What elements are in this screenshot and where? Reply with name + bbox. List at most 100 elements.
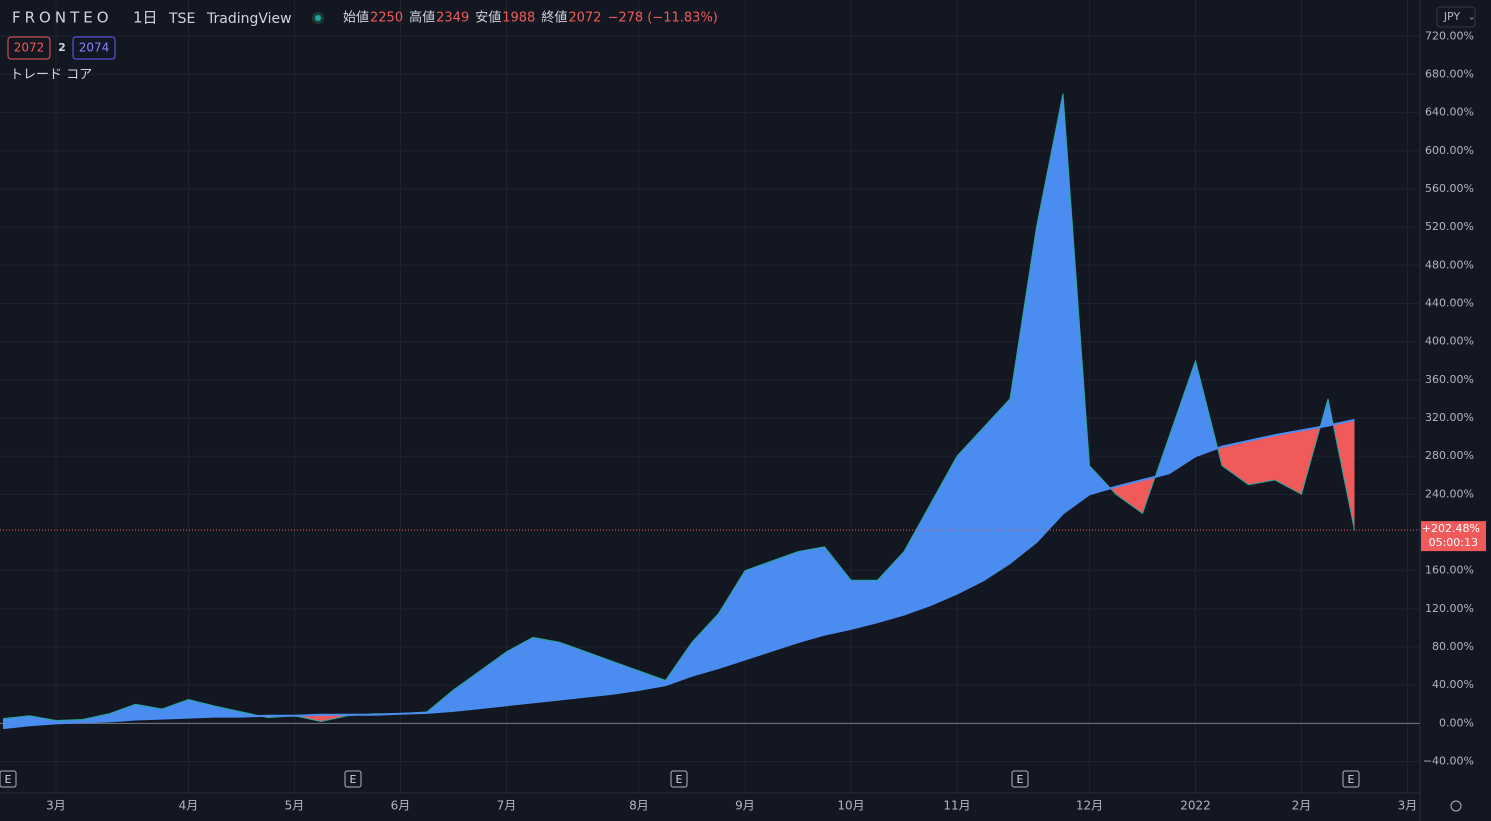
tag-text: 2074 xyxy=(79,41,110,55)
y-tick-label: 480.00% xyxy=(1425,258,1474,271)
band-fill xyxy=(1116,479,1143,514)
x-tick-label: 3月 xyxy=(1398,799,1418,813)
event-marker xyxy=(1011,770,1029,788)
band-fill xyxy=(533,637,560,703)
source: TradingView xyxy=(206,11,292,27)
currency[interactable]: JPY xyxy=(1443,10,1461,23)
currency-button[interactable] xyxy=(1436,6,1476,28)
y-tick-label: 120.00% xyxy=(1425,602,1474,615)
band-fill xyxy=(1063,93,1090,514)
band-fill xyxy=(1089,465,1111,495)
tag xyxy=(7,36,51,60)
header: FRONTEO 1日 TSE TradingView 2072 2 2074 ト… xyxy=(7,6,1476,812)
exchange: TSE xyxy=(168,11,195,27)
countdown: 05:00:13 xyxy=(1429,536,1478,549)
y-tick-label: 240.00% xyxy=(1425,487,1474,500)
event-label: E xyxy=(676,773,683,786)
x-tick-label: 4月 xyxy=(179,799,199,813)
y-tick-label: 320.00% xyxy=(1425,411,1474,424)
y-tick-label: 360.00% xyxy=(1425,373,1474,386)
y-tick-label: 80.00% xyxy=(1432,640,1474,653)
event-marker xyxy=(670,770,688,788)
tag-text: 2 xyxy=(58,41,66,54)
y-tick-label: 40.00% xyxy=(1432,678,1474,691)
grid xyxy=(0,0,1420,793)
x-tick-label: 12月 xyxy=(1076,799,1103,813)
x-tick-label: 10月 xyxy=(837,799,864,813)
ohlc-label: 高値 xyxy=(409,10,435,26)
y-tick-label: −40.00% xyxy=(1423,755,1474,768)
x-tick-label: 7月 xyxy=(497,799,517,813)
band-fill xyxy=(639,670,666,690)
band-fill xyxy=(957,427,984,594)
band-fill xyxy=(480,651,507,709)
band-fill xyxy=(692,613,719,676)
ohlc-label: 始値 xyxy=(343,10,369,26)
band-fill xyxy=(983,398,1010,581)
band-fill xyxy=(559,642,586,700)
band-fill xyxy=(745,561,772,660)
band-fill xyxy=(162,699,189,719)
series-line xyxy=(2,418,1355,730)
y-tick-label: 680.00% xyxy=(1425,67,1474,80)
event-label: E xyxy=(1348,773,1355,786)
event-label: E xyxy=(350,773,357,786)
ohlc-label: 安値 xyxy=(475,10,501,26)
y-tick-label: 0.00% xyxy=(1439,716,1474,729)
band-fill xyxy=(798,546,825,643)
interval: 1日 xyxy=(133,9,158,27)
event-marker xyxy=(0,770,17,788)
band-fill xyxy=(665,642,692,686)
band-fill xyxy=(612,661,639,694)
y-tick-label: 560.00% xyxy=(1425,182,1474,195)
band-fill xyxy=(586,651,613,697)
x-tick-label: 3月 xyxy=(46,799,66,813)
band-fill xyxy=(851,580,878,629)
change: −278 (−11.83%) xyxy=(607,11,717,26)
band-fill xyxy=(824,546,851,635)
x-tick-label: 9月 xyxy=(735,799,755,813)
ohlc-value: 2250 xyxy=(370,11,403,26)
dropdown-icon[interactable]: ⌄ xyxy=(1468,13,1476,23)
event-marker xyxy=(344,770,362,788)
x-tick-label: 6月 xyxy=(391,799,411,813)
x-tick-label: 2月 xyxy=(1292,799,1312,813)
x-tick-label: 8月 xyxy=(629,799,649,813)
x-tick-label: 11月 xyxy=(943,799,970,813)
ohlc-value: 2072 xyxy=(568,11,601,26)
series-line xyxy=(2,93,1355,722)
symbol: FRONTEO xyxy=(12,9,113,27)
x-tick-label: 2022 xyxy=(1180,799,1211,813)
band-fill xyxy=(1169,360,1196,474)
last-price-box xyxy=(1421,521,1486,552)
event-label: E xyxy=(1017,773,1024,786)
band-fill xyxy=(506,637,533,706)
y-tick-label: 600.00% xyxy=(1425,144,1474,157)
y-tick-label: 280.00% xyxy=(1425,449,1474,462)
band-fill xyxy=(188,699,215,718)
band-fill xyxy=(1222,440,1249,485)
band-fill xyxy=(453,670,480,711)
tag-text: 2072 xyxy=(14,41,45,55)
event-marker xyxy=(1342,770,1360,788)
band-fill xyxy=(771,551,798,651)
band-fill xyxy=(1010,227,1037,564)
band-fill xyxy=(1036,93,1063,543)
plot xyxy=(0,93,1420,730)
band-fill xyxy=(1248,435,1275,485)
y-tick-label: 640.00% xyxy=(1425,106,1474,119)
band-fill xyxy=(718,570,745,668)
settings-icon[interactable] xyxy=(1450,800,1462,812)
band-fill xyxy=(904,503,931,615)
band-fill xyxy=(215,706,242,717)
y-tick-label: 440.00% xyxy=(1425,296,1474,309)
band-fill xyxy=(109,704,136,722)
band-fill xyxy=(1275,430,1302,495)
y-tick-label: 160.00% xyxy=(1425,564,1474,577)
ohlc-value: 1988 xyxy=(502,11,535,26)
ohlc-value: 2349 xyxy=(436,11,469,26)
tag xyxy=(72,36,116,60)
status-dot xyxy=(315,15,321,21)
y-tick-label: 400.00% xyxy=(1425,335,1474,348)
